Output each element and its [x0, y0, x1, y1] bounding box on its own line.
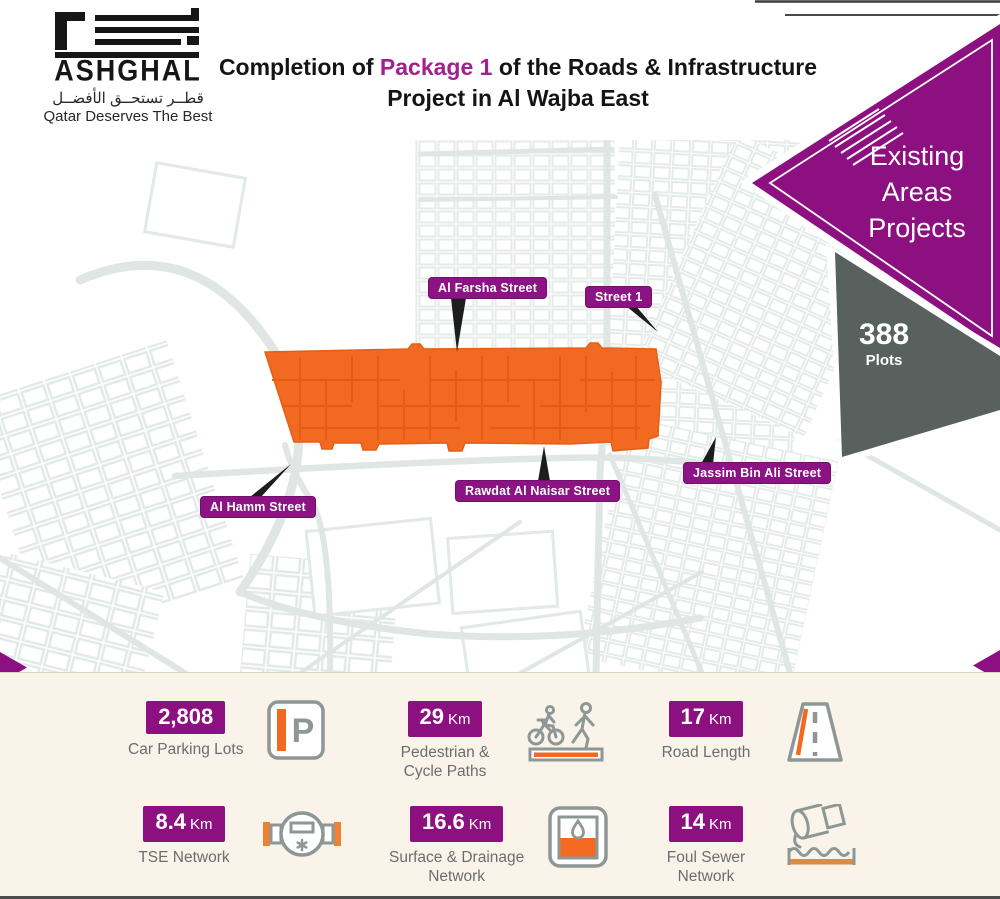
plots-value: 388 [858, 318, 910, 351]
stat-label: Surface & Drainage Network [389, 849, 525, 886]
stat-pedestrian-cycle: 29 Km Pedestrian & Cycle Paths [389, 701, 631, 782]
stat-foul-sewer: 14 Km Foul Sewer Network [650, 804, 892, 887]
page-title: Completion of Package 1 of the Roads & I… [218, 52, 818, 114]
logo-brand-text: ASHGHAL [54, 54, 202, 88]
plots-label: Plots [865, 352, 903, 369]
banner-line1: Existing [869, 141, 965, 171]
stat-car-parking: 2,808 Car Parking Lots P [128, 700, 370, 782]
stat-surface-drainage: 16.6 Km Surface & Drainage Network [389, 806, 631, 887]
banner-line2: Areas [881, 177, 953, 207]
stat-label: Road Length [661, 744, 751, 761]
title-suffix: of the Roads & Infrastructure [492, 54, 818, 80]
logo-tagline: Qatar Deserves The Best [43, 108, 213, 125]
svg-text:P: P [292, 712, 315, 750]
title-line2: Project in Al Wajba East [387, 85, 649, 111]
stat-badge: 14 Km [668, 806, 744, 842]
stat-unit: Km [708, 816, 732, 833]
stat-label: Car Parking Lots [128, 741, 244, 758]
existing-areas-banner-graphic [740, 0, 1000, 464]
stat-badge: 29 Km [407, 701, 483, 737]
street-label-al-farsha: Al Farsha Street [428, 277, 548, 299]
stat-value: 17 [680, 704, 705, 729]
stat-value: 14 [680, 809, 705, 834]
stat-badge: 17 Km [668, 701, 744, 737]
water-meter-icon [263, 811, 341, 857]
ashghal-kufic-mark-icon [55, 8, 199, 58]
stat-label: TSE Network [138, 849, 230, 866]
stat-label: Foul Sewer Network [666, 849, 746, 886]
title-prefix: Completion of [218, 54, 380, 80]
stats-panel: 2,808 Car Parking Lots P 29 Km Pedestrian… [0, 672, 1000, 898]
stat-road-length: 17 Km Road Length [650, 701, 892, 782]
street-label-rawdat-al-naisar: Rawdat Al Naisar Street [455, 480, 621, 502]
plots-count: 388 Plots [838, 318, 930, 370]
label-pointers [250, 298, 716, 497]
stat-value: 16.6 [421, 809, 465, 834]
project-area-orange [263, 342, 662, 452]
stat-unit: Km [708, 711, 732, 728]
stat-tse-network: 8.4 Km TSE Network [128, 806, 370, 887]
street-label-street-1: Street 1 [585, 286, 653, 308]
pedestrian-cycle-icon [527, 702, 604, 762]
sewer-icon [787, 804, 856, 865]
existing-areas-projects-label: Existing Areas Projects [838, 138, 996, 246]
title-highlight: Package 1 [379, 54, 493, 80]
street-label-al-hamm: Al Hamm Street [200, 496, 316, 518]
stat-value: 29 [419, 704, 444, 729]
street-label-jassim-bin-ali: Jassim Bin Ali Street [683, 462, 832, 484]
parking-icon: P [267, 700, 326, 760]
road-icon [787, 702, 843, 762]
stat-unit: Km [190, 816, 213, 833]
stat-label: Pedestrian & Cycle Paths [400, 744, 490, 781]
logo-arabic-text: قطــر تستحــق الأفضــل [52, 90, 204, 107]
stat-badge: 16.6 Km [409, 806, 504, 842]
stat-badge: 2,808 [146, 701, 226, 734]
bottom-border-line [0, 896, 1000, 899]
stat-value: 8.4 [155, 809, 187, 834]
stat-badge: 8.4 Km [143, 806, 225, 842]
drainage-icon [548, 806, 609, 868]
stat-value: 2,808 [158, 704, 214, 729]
stat-unit: Km [447, 711, 471, 728]
ashghal-logo: ASHGHAL قطــر تستحــق الأفضــل Qatar Des… [38, 8, 218, 125]
stat-unit: Km [468, 816, 492, 833]
plots-triangle [835, 252, 1000, 457]
banner-line3: Projects [868, 213, 966, 243]
banner-hatch-lines [822, 102, 904, 166]
